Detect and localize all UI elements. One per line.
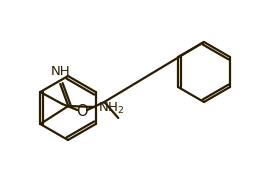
Text: O: O [76, 105, 88, 119]
Text: NH: NH [50, 65, 70, 78]
Text: NH$_2$: NH$_2$ [98, 100, 125, 116]
